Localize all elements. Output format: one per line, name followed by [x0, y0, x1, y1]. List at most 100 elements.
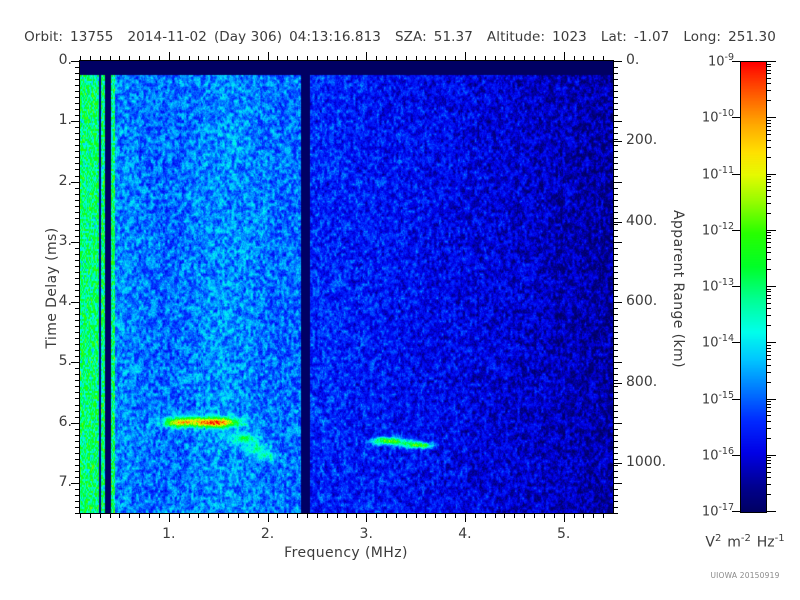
- y-tick-minor: [75, 350, 80, 351]
- colorbar-tick-major: [732, 511, 740, 512]
- y-tick-minor: [75, 435, 80, 436]
- colorbar-tick-minor: [766, 484, 771, 485]
- x-top-tick-minor: [524, 56, 525, 61]
- y-right-tick-minor: [613, 115, 618, 116]
- x-tick-minor: [287, 513, 288, 518]
- unit-meters: m: [727, 534, 741, 551]
- colorbar-label-mantissa: 10: [701, 110, 719, 126]
- y-right-tick-minor: [613, 230, 618, 231]
- colorbar-tick-major: [732, 286, 740, 287]
- x-tick-minor: [396, 513, 397, 518]
- y-right-tick-minor: [613, 447, 618, 448]
- colorbar-tick-minor: [766, 411, 771, 412]
- y-axis-right-label: 600.: [626, 293, 658, 310]
- x-tick-minor: [317, 513, 318, 518]
- y-tick-minor: [75, 332, 80, 333]
- x-top-tick-minor: [80, 56, 81, 61]
- y-tick-minor: [75, 447, 80, 448]
- y-tick-major: [71, 483, 80, 484]
- x-tick-minor: [603, 513, 604, 518]
- x-top-tick-minor: [475, 56, 476, 61]
- y-right-tick-minor: [613, 489, 618, 490]
- colorbar-tick-major: [732, 230, 740, 231]
- y-right-tick-minor: [613, 326, 618, 327]
- x-top-tick-minor: [258, 56, 259, 61]
- x-tick-minor: [238, 513, 239, 518]
- colorbar-tick-minor: [766, 298, 771, 299]
- y-right-tick-minor: [613, 194, 618, 195]
- x-top-tick-minor: [327, 56, 328, 61]
- x-top-tick-minor: [544, 56, 545, 61]
- colorbar-label-exponent: -11: [718, 165, 734, 176]
- y-right-tick-major: [613, 222, 622, 223]
- colorbar-tick-major: [766, 117, 776, 118]
- y-right-tick-minor: [613, 103, 618, 104]
- colorbar-label-exponent: -12: [718, 221, 734, 232]
- colorbar-tick-minor: [766, 438, 771, 439]
- colorbar-tick-minor: [766, 235, 771, 236]
- colorbar-tick-minor: [766, 415, 771, 416]
- unit-meters-exponent: -2: [740, 533, 751, 544]
- colorbar-tick-minor: [766, 472, 771, 473]
- y-axis-label: 0.: [58, 52, 72, 68]
- x-top-tick-minor: [376, 56, 377, 61]
- y-axis-left-title: Time Delay (ms): [44, 227, 60, 349]
- colorbar-tick-minor: [766, 179, 771, 180]
- y-tick-major: [71, 242, 80, 243]
- y-axis-label: 7.: [58, 473, 72, 490]
- colorbar-tick-minor: [766, 421, 771, 422]
- y-tick-minor: [75, 405, 80, 406]
- unit-volts: V: [705, 534, 715, 551]
- colorbar-tick-minor: [766, 359, 771, 360]
- colorbar-label-mantissa: 10: [701, 504, 719, 520]
- colorbar-label-mantissa: 10: [701, 167, 719, 183]
- x-top-tick-minor: [603, 56, 604, 61]
- y-right-tick-major: [613, 423, 622, 424]
- y-right-tick-minor: [613, 356, 618, 357]
- day-of-year: (Day 306): [213, 29, 283, 45]
- colorbar-tick-minor: [766, 126, 771, 127]
- colorbar-tick-major: [732, 399, 740, 400]
- y-axis-label: 5.: [58, 353, 72, 370]
- y-tick-minor: [75, 176, 80, 177]
- y-right-tick-minor: [613, 254, 618, 255]
- plot-header: Orbit: 13755 2014-11-02 (Day 306) 04:13:16.8…: [0, 29, 800, 45]
- y-tick-minor: [75, 218, 80, 219]
- y-right-tick-minor: [613, 145, 618, 146]
- colorbar-tick-minor: [766, 78, 771, 79]
- y-axis-label: 1.: [58, 112, 72, 129]
- y-right-tick-minor: [613, 495, 618, 496]
- colorbar-label-mantissa: 10: [701, 223, 719, 239]
- x-tick-minor: [435, 513, 436, 518]
- y-right-tick-minor: [613, 308, 618, 309]
- observation-date: 2014-11-02: [127, 29, 207, 45]
- y-right-tick-major: [613, 383, 622, 384]
- y-right-tick-minor: [613, 429, 618, 430]
- y-tick-major: [71, 61, 80, 62]
- colorbar-tick-minor: [766, 73, 771, 74]
- colorbar-tick-minor: [766, 291, 771, 292]
- colorbar-tick-minor: [766, 120, 771, 121]
- x-top-tick-minor: [297, 56, 298, 61]
- colorbar-tick-minor: [766, 428, 771, 429]
- y-tick-minor: [75, 254, 80, 255]
- x-tick-minor: [406, 513, 407, 518]
- colorbar-tick-minor: [766, 494, 771, 495]
- y-tick-minor: [75, 278, 80, 279]
- x-tick-major: [169, 513, 170, 522]
- x-tick-minor: [198, 513, 199, 518]
- x-top-tick-minor: [228, 56, 229, 61]
- y-right-tick-minor: [613, 85, 618, 86]
- x-top-tick-minor: [455, 56, 456, 61]
- colorbar-tick-minor: [766, 477, 771, 478]
- y-right-tick-minor: [613, 405, 618, 406]
- x-top-tick-minor: [218, 56, 219, 61]
- y-right-tick-minor: [613, 139, 618, 140]
- x-tick-minor: [583, 513, 584, 518]
- y-tick-minor: [75, 169, 80, 170]
- x-tick-major: [564, 513, 565, 522]
- y-right-tick-minor: [613, 133, 618, 134]
- y-tick-major: [71, 121, 80, 122]
- colorbar-tick-minor: [766, 66, 771, 67]
- y-axis-label: 4.: [58, 293, 72, 310]
